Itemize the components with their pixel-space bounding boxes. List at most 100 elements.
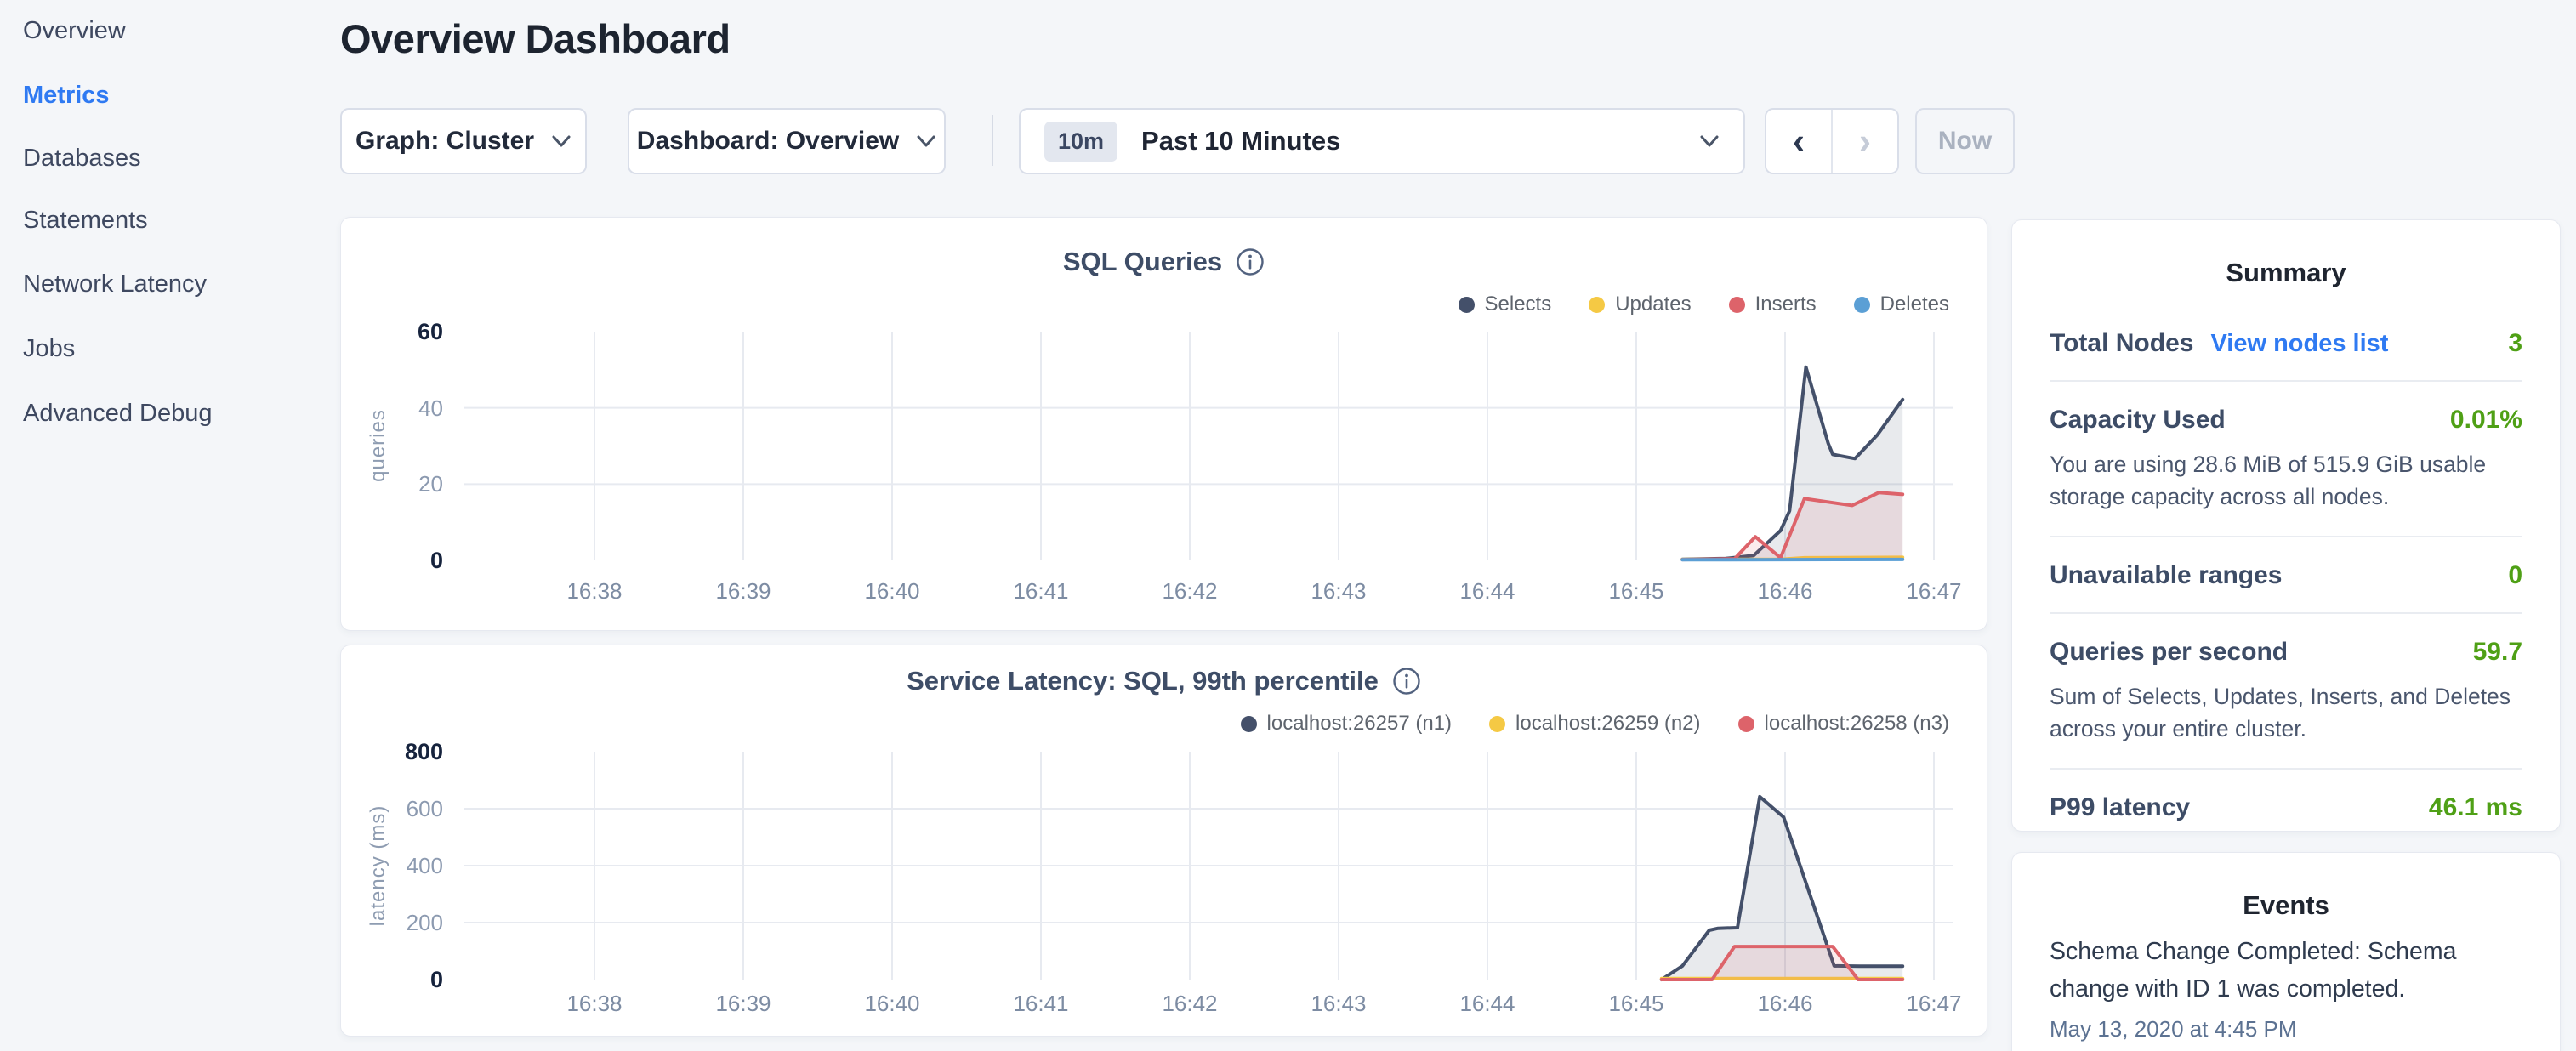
x-tick-label: 16:44	[1459, 991, 1515, 1016]
summary-panel-title: Summary	[2226, 258, 2346, 287]
summary-row-value: 3	[2508, 329, 2522, 357]
view-nodes-list-link[interactable]: View nodes list	[2210, 330, 2389, 357]
time-range-label: Past 10 Minutes	[1141, 126, 1341, 156]
summary-body: Total Nodes View nodes list 3 Capacity U…	[2012, 288, 2560, 844]
y-tick-label: 20	[418, 471, 443, 497]
y-tick-label: 800	[404, 739, 443, 764]
summary-row: Queries per second 59.7 Sum of Selects, …	[2050, 614, 2522, 770]
legend-item-label: Deletes	[1879, 293, 1949, 315]
y-tick-label: 400	[406, 853, 443, 878]
chart-plot	[464, 332, 1953, 562]
prev-time-button[interactable]: ‹	[1766, 110, 1833, 173]
x-tick-label: 16:42	[1162, 578, 1218, 604]
now-button[interactable]: Now	[1915, 108, 2015, 174]
event-item: Schema Change Completed: Schema change w…	[2050, 933, 2522, 1042]
x-tick-label: 16:38	[566, 991, 623, 1016]
event-timestamp: May 13, 2020 at 4:45 PM	[2050, 1016, 2297, 1042]
x-tick-label: 16:43	[1311, 578, 1367, 604]
legend-item[interactable]: Updates	[1589, 293, 1692, 316]
legend-item[interactable]: Inserts	[1728, 293, 1817, 316]
legend-item[interactable]: localhost:26258 (n3)	[1737, 712, 1949, 736]
legend-item[interactable]: Selects	[1458, 293, 1552, 316]
sidebar-item-label: Overview	[23, 16, 126, 44]
y-tick-label: 200	[406, 910, 443, 935]
event-text: Schema Change Completed: Schema change w…	[2050, 938, 2457, 1003]
summary-row: Total Nodes View nodes list 3	[2050, 305, 2522, 382]
chart-legend: localhost:26257 (n1) localhost:26259 (n2…	[1240, 712, 1949, 736]
sidebar-item-jobs[interactable]: Jobs	[23, 332, 75, 366]
sql-queries-chart-card: SQL Queries Selects Updates Inserts Dele…	[340, 217, 1987, 631]
legend-item-label: Updates	[1615, 293, 1692, 315]
next-time-button[interactable]: ›	[1859, 121, 1871, 161]
summary-row-label: Queries per second	[2050, 637, 2289, 666]
dashboard-dropdown-label: Dashboard: Overview	[636, 127, 900, 155]
graph-dropdown[interactable]: Graph: Cluster	[340, 108, 587, 174]
sidebar-item-metrics[interactable]: Metrics	[23, 78, 110, 112]
summary-row-label: Total Nodes	[2050, 329, 2194, 357]
x-tick-label: 16:41	[1013, 578, 1069, 604]
time-range-selector[interactable]: 10m Past 10 Minutes	[1019, 108, 1745, 174]
sidebar-item-network-latency[interactable]: Network Latency	[23, 267, 207, 301]
summary-row: Unavailable ranges 0	[2050, 537, 2522, 614]
dashboard-dropdown[interactable]: Dashboard: Overview	[628, 108, 946, 174]
sidebar-item-label: Jobs	[23, 334, 76, 362]
legend-item[interactable]: localhost:26257 (n1)	[1240, 712, 1453, 736]
legend-dot-icon	[1240, 715, 1257, 732]
sidebar-item-label: Network Latency	[23, 270, 207, 298]
events-panel: Events Schema Change Completed: Schema c…	[2011, 852, 2561, 1051]
chevron-down-icon	[552, 135, 571, 147]
page-title: Overview Dashboard	[340, 16, 731, 61]
x-tick-label: 16:45	[1608, 578, 1664, 604]
sidebar-item-advanced-debug[interactable]: Advanced Debug	[23, 396, 213, 430]
summary-row-value: 46.1 ms	[2428, 793, 2522, 821]
service-latency-chart-card: Service Latency: SQL, 99th percentile lo…	[340, 645, 1987, 1037]
legend-dot-icon	[1728, 296, 1745, 313]
sidebar-item-databases[interactable]: Databases	[23, 141, 141, 175]
summary-row-label: P99 latency	[2050, 793, 2191, 821]
summary-row: Capacity Used 0.01% You are using 28.6 M…	[2050, 382, 2522, 537]
chart-title: Service Latency: SQL, 99th percentile	[907, 666, 1379, 696]
legend-item[interactable]: Deletes	[1853, 293, 1949, 316]
legend-dot-icon	[1589, 296, 1606, 313]
info-icon[interactable]	[1392, 667, 1421, 696]
legend-item[interactable]: localhost:26259 (n2)	[1489, 712, 1701, 736]
x-tick-label: 16:39	[715, 991, 771, 1016]
info-icon[interactable]	[1236, 247, 1265, 276]
x-tick-label: 16:42	[1162, 991, 1218, 1016]
x-tick-label: 16:38	[566, 578, 623, 604]
chevron-down-icon	[917, 135, 935, 147]
summary-row-value: 59.7	[2472, 637, 2522, 666]
legend-item-label: localhost:26258 (n3)	[1764, 712, 1949, 735]
summary-row-label: Capacity Used	[2050, 406, 2226, 434]
controls-divider	[992, 115, 993, 166]
sidebar-item-statements[interactable]: Statements	[23, 203, 148, 237]
sidebar-item-label: Databases	[23, 144, 141, 172]
graph-dropdown-label: Graph: Cluster	[355, 127, 535, 155]
events-panel-title: Events	[2243, 890, 2329, 920]
events-body: Schema Change Completed: Schema change w…	[2012, 921, 2560, 1042]
legend-dot-icon	[1853, 296, 1870, 313]
x-tick-label: 16:40	[864, 991, 920, 1016]
sidebar-item-overview[interactable]: Overview	[23, 14, 126, 48]
legend-item-label: Inserts	[1754, 293, 1817, 315]
chevron-down-icon	[1700, 135, 1719, 147]
y-tick-label: 600	[406, 796, 443, 821]
x-tick-label: 16:43	[1311, 991, 1367, 1016]
y-tick-label: 0	[429, 548, 443, 573]
time-step-buttons: ‹ ›	[1765, 108, 1899, 174]
legend-item-label: localhost:26257 (n1)	[1266, 712, 1453, 735]
y-tick-label: 60	[417, 319, 443, 344]
x-tick-label: 16:47	[1906, 991, 1962, 1016]
x-tick-label: 16:45	[1608, 991, 1664, 1016]
y-tick-label: 0	[429, 967, 443, 992]
sidebar-item-label: Advanced Debug	[23, 399, 213, 427]
x-tick-label: 16:46	[1757, 578, 1813, 604]
x-tick-label: 16:41	[1013, 991, 1069, 1016]
x-tick-label: 16:40	[864, 578, 920, 604]
summary-row-value: 0	[2508, 560, 2522, 589]
summary-row-label: Unavailable ranges	[2050, 560, 2283, 589]
legend-item-label: Selects	[1484, 293, 1552, 315]
sidebar-nav: Overview Metrics Databases Statements Ne…	[0, 0, 340, 1051]
chart-legend: Selects Updates Inserts Deletes	[1458, 293, 1949, 316]
legend-dot-icon	[1489, 715, 1506, 732]
